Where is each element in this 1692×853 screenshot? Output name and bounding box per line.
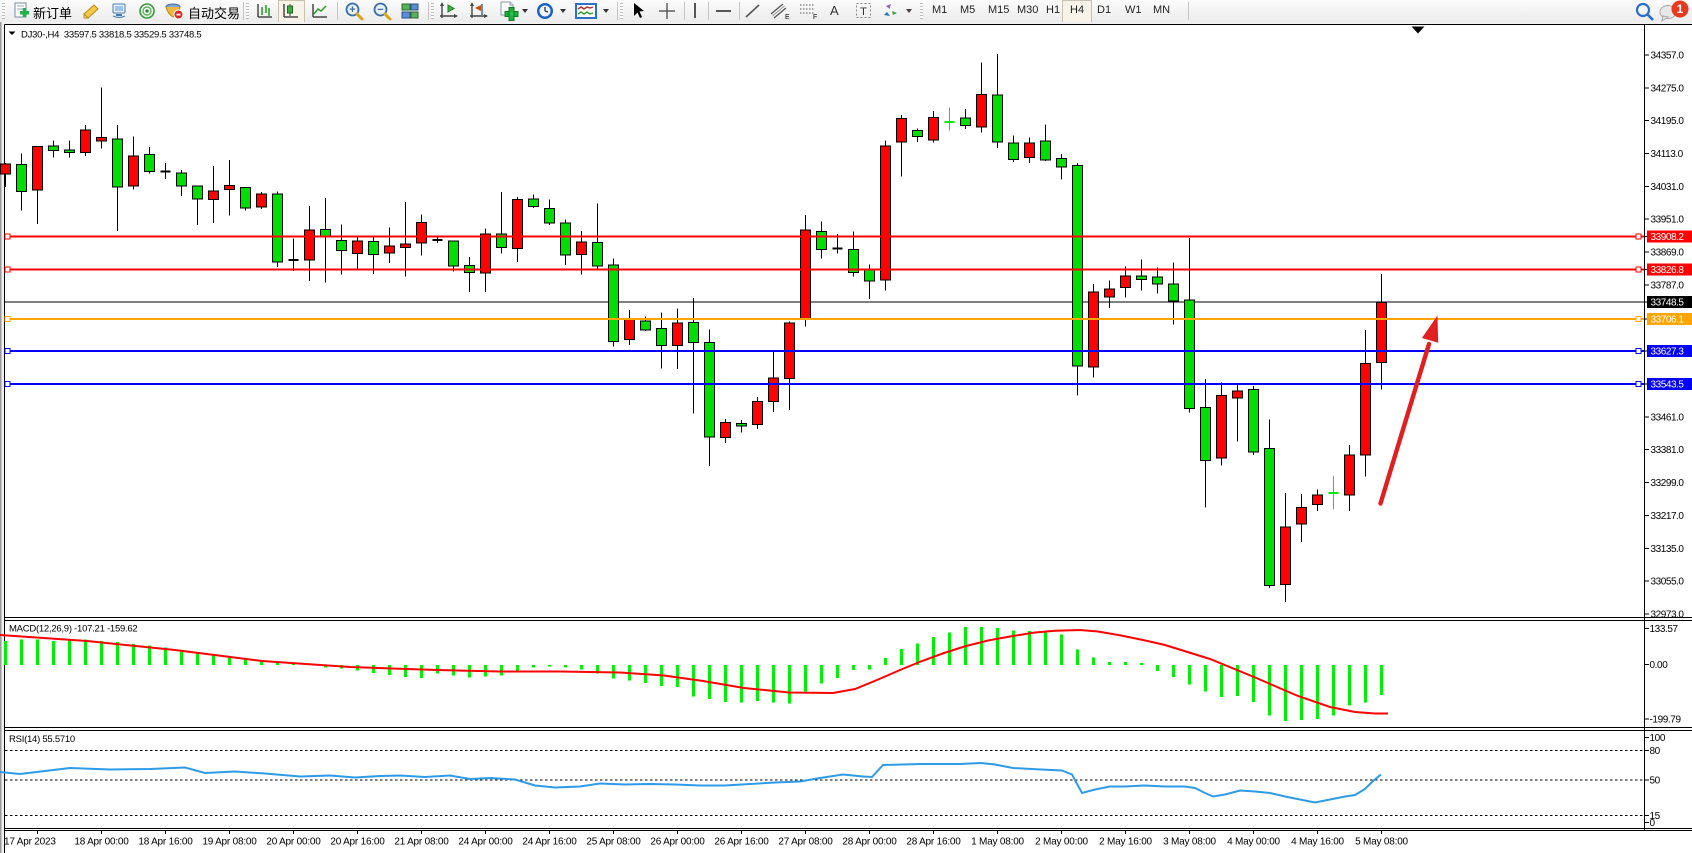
svg-text:133.57: 133.57: [1650, 624, 1679, 635]
svg-text:20 Apr 00:00: 20 Apr 00:00: [266, 837, 321, 848]
svg-text:33627.3: 33627.3: [1651, 347, 1685, 358]
svg-text:34113.0: 34113.0: [1651, 149, 1684, 160]
svg-text:33951.0: 33951.0: [1651, 215, 1685, 226]
svg-text:80: 80: [1650, 746, 1661, 757]
svg-text:4 May 00:00: 4 May 00:00: [1227, 837, 1280, 848]
svg-text:34195.0: 34195.0: [1651, 116, 1685, 127]
svg-text:1 May 08:00: 1 May 08:00: [971, 837, 1024, 848]
svg-text:21 Apr 08:00: 21 Apr 08:00: [394, 837, 449, 848]
svg-text:+: +: [349, 4, 355, 16]
svg-text:4 May 16:00: 4 May 16:00: [1291, 837, 1344, 848]
svg-text:33299.0: 33299.0: [1651, 478, 1685, 489]
svg-text:25 Apr 08:00: 25 Apr 08:00: [586, 837, 641, 848]
svg-text:100: 100: [1650, 733, 1666, 744]
svg-text:26 Apr 00:00: 26 Apr 00:00: [650, 837, 705, 848]
svg-text:3 May 08:00: 3 May 08:00: [1163, 837, 1216, 848]
svg-text:MACD(12,26,9) -107.21 -159.62: MACD(12,26,9) -107.21 -159.62: [9, 624, 137, 635]
svg-text:19 Apr 08:00: 19 Apr 08:00: [202, 837, 257, 848]
svg-text:-199.79: -199.79: [1650, 715, 1682, 726]
svg-text:2 May 16:00: 2 May 16:00: [1099, 837, 1152, 848]
svg-text:33381.0: 33381.0: [1651, 445, 1685, 456]
svg-text:18 Apr 00:00: 18 Apr 00:00: [74, 837, 129, 848]
svg-text:15: 15: [1650, 811, 1661, 822]
svg-text:34275.0: 34275.0: [1651, 84, 1685, 95]
svg-text:E: E: [785, 14, 790, 20]
svg-text:5 May 08:00: 5 May 08:00: [1355, 837, 1408, 848]
svg-text:34031.0: 34031.0: [1651, 182, 1685, 193]
svg-text:−: −: [377, 4, 383, 16]
svg-text:33543.5: 33543.5: [1651, 380, 1685, 391]
svg-text:0.00: 0.00: [1650, 660, 1669, 671]
svg-text:24 Apr 00:00: 24 Apr 00:00: [458, 837, 513, 848]
svg-text:33135.0: 33135.0: [1651, 544, 1685, 555]
svg-text:34357.0: 34357.0: [1651, 50, 1685, 61]
svg-text:50: 50: [1650, 776, 1661, 787]
svg-text:33706.1: 33706.1: [1651, 315, 1685, 326]
svg-text:F: F: [813, 14, 817, 20]
svg-text:33826.8: 33826.8: [1651, 265, 1685, 276]
svg-text:26 Apr 16:00: 26 Apr 16:00: [714, 837, 769, 848]
svg-text:17 Apr 2023: 17 Apr 2023: [4, 837, 56, 848]
svg-text:0: 0: [1650, 818, 1656, 829]
svg-text:33461.0: 33461.0: [1651, 413, 1685, 424]
svg-text:28 Apr 16:00: 28 Apr 16:00: [906, 837, 961, 848]
svg-text:DJ30-,H4 33597.5 33818.5 3352: DJ30-,H4 33597.5 33818.5 33529.5 33748.5: [21, 30, 201, 41]
svg-text:2 May 00:00: 2 May 00:00: [1035, 837, 1088, 848]
svg-text:T: T: [860, 6, 867, 18]
svg-text:RSI(14) 55.5710: RSI(14) 55.5710: [9, 734, 75, 745]
svg-text:33055.0: 33055.0: [1651, 577, 1685, 588]
svg-text:20 Apr 16:00: 20 Apr 16:00: [330, 837, 385, 848]
svg-text:33748.5: 33748.5: [1651, 298, 1685, 309]
svg-text:33908.2: 33908.2: [1651, 232, 1685, 243]
svg-text:28 Apr 00:00: 28 Apr 00:00: [842, 837, 897, 848]
svg-text:18 Apr 16:00: 18 Apr 16:00: [138, 837, 193, 848]
svg-text:33787.0: 33787.0: [1651, 281, 1685, 292]
svg-text:1: 1: [1677, 2, 1684, 16]
svg-text:32973.0: 32973.0: [1651, 610, 1685, 621]
svg-text:33217.0: 33217.0: [1651, 511, 1685, 522]
svg-text:27 Apr 08:00: 27 Apr 08:00: [778, 837, 833, 848]
svg-text:24 Apr 16:00: 24 Apr 16:00: [522, 837, 577, 848]
svg-text:33869.0: 33869.0: [1651, 248, 1685, 259]
